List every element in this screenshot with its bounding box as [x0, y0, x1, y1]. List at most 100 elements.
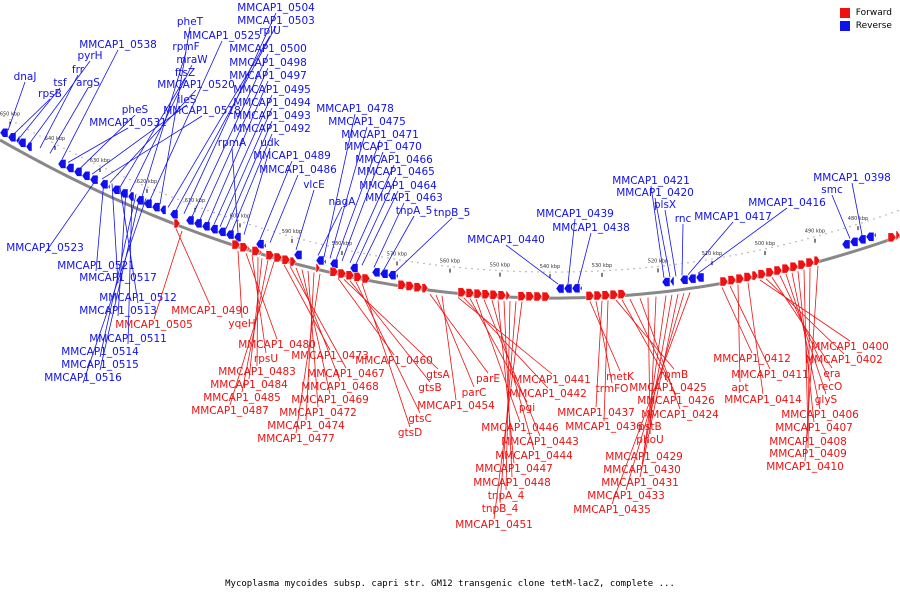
scale-dot	[759, 249, 761, 251]
reverse-gene-label: nagA	[329, 196, 357, 208]
scale-dot	[99, 165, 101, 167]
forward-gene	[315, 263, 321, 273]
forward-gene	[601, 290, 611, 300]
scale-dot	[327, 245, 329, 247]
reverse-gene-label: MMCAP1_0492	[233, 123, 311, 135]
forward-gene	[361, 273, 371, 284]
scale-dot	[39, 135, 41, 137]
scale-dot	[231, 218, 233, 220]
forward-gene-label: rpmB	[660, 369, 688, 381]
reverse-gene	[17, 138, 27, 148]
scale-dot	[801, 239, 803, 241]
reverse-gene-label: MMCAP1_0512	[99, 292, 177, 304]
leader-line	[44, 176, 99, 254]
reverse-gene-label: MMCAP1_0500	[229, 43, 307, 55]
leader-line	[641, 294, 673, 465]
reverse-gene-label: tsf	[53, 77, 67, 89]
scale-dot	[603, 270, 605, 272]
reverse-gene-label: frr	[72, 64, 85, 76]
forward-gene-label: MMCAP1_0474	[267, 420, 345, 432]
scale-dot	[27, 128, 29, 131]
leader-line	[109, 89, 197, 183]
reverse-gene-label: MMCAP1_0494	[233, 97, 311, 109]
leader-line	[237, 250, 243, 319]
scale-dot	[183, 200, 185, 203]
forward-gene-label: MMCAP1_0444	[495, 450, 573, 462]
forward-gene-label: MMCAP1_0409	[769, 448, 847, 460]
forward-gene	[805, 257, 815, 268]
reverse-gene-label: rpsB	[38, 88, 62, 100]
forward-gene	[505, 290, 511, 301]
leader-line	[245, 253, 278, 340]
reverse-gene	[841, 239, 851, 250]
gene-features	[0, 128, 900, 302]
reverse-gene-label: MMCAP1_0489	[253, 150, 331, 162]
reverse-gene	[0, 128, 9, 138]
forward-gene	[473, 288, 483, 299]
leader-line	[361, 283, 411, 428]
reverse-gene-label: ileS	[178, 94, 197, 106]
reverse-gene-label: MMCAP1_0417	[694, 211, 772, 223]
forward-gene	[735, 273, 745, 284]
reverse-gene	[571, 283, 581, 294]
forward-gene	[489, 290, 499, 300]
reverse-gene-label: MMCAP1_0531	[89, 117, 167, 129]
leader-line	[167, 35, 271, 208]
scale-tick-label: 530 kbp	[592, 263, 612, 269]
forward-gene-label: MMCAP1_0441	[513, 374, 591, 386]
forward-gene-label: MMCAP1_0433	[587, 490, 665, 502]
scale-tick-label: 480 kbp	[848, 216, 868, 222]
leader-line	[49, 87, 89, 154]
scale-dot	[447, 265, 449, 268]
forward-gene	[345, 270, 355, 281]
scale-dot	[471, 267, 473, 270]
leader-line	[149, 40, 223, 201]
forward-gene-label: metK	[606, 371, 635, 383]
leader-line	[785, 273, 827, 395]
scale-dot	[351, 250, 353, 252]
scale-dot	[573, 271, 575, 273]
reverse-gene	[371, 267, 381, 278]
scale-tick-label: 520 kbp	[648, 258, 668, 264]
scale-dot	[561, 271, 563, 273]
leader-line	[111, 183, 119, 284]
scale-dot	[711, 258, 713, 260]
forward-gene-label: MMCAP1_0483	[218, 366, 296, 378]
leader-line	[697, 207, 788, 274]
scale-dot	[225, 216, 227, 218]
leader-line	[231, 133, 273, 231]
leader-line	[611, 292, 691, 505]
scale-dot	[201, 207, 203, 210]
reverse-swatch	[839, 21, 850, 31]
reverse-gene	[865, 232, 875, 242]
scale-dot	[477, 268, 479, 270]
reverse-gene	[263, 240, 268, 251]
reverse-gene-label: MMCAP1_0513	[79, 305, 157, 317]
reverse-gene	[679, 275, 689, 285]
forward-gene-label: gtsC	[408, 413, 432, 425]
forward-gene-label: MMCAP1_0454	[417, 400, 495, 412]
leader-line	[295, 189, 315, 251]
scale-dot	[837, 229, 839, 231]
scale-dot	[885, 214, 887, 216]
reverse-gene	[25, 141, 33, 152]
leader-line	[629, 298, 677, 396]
forward-gene-label: MMCAP1_0408	[769, 436, 847, 448]
scale-dot	[795, 240, 797, 243]
forward-gene-label: MMCAP1_0446	[481, 422, 559, 434]
leader-line	[207, 80, 269, 223]
leader-line	[295, 267, 341, 382]
scale-dot	[597, 270, 599, 272]
reverse-gene-label: MMCAP1_0465	[357, 166, 435, 178]
legend-reverse: Reverse	[839, 21, 892, 31]
forward-gene-label: gtsB	[418, 382, 441, 394]
scale-dot	[261, 227, 263, 229]
forward-gene-label: MMCAP1_0467	[307, 368, 385, 380]
forward-gene	[273, 252, 283, 263]
scale-dot	[537, 271, 539, 273]
reverse-gene-label: MMCAP1_0498	[229, 57, 307, 69]
leader-line	[225, 120, 273, 229]
forward-gene-label: MMCAP1_0411	[731, 369, 809, 381]
